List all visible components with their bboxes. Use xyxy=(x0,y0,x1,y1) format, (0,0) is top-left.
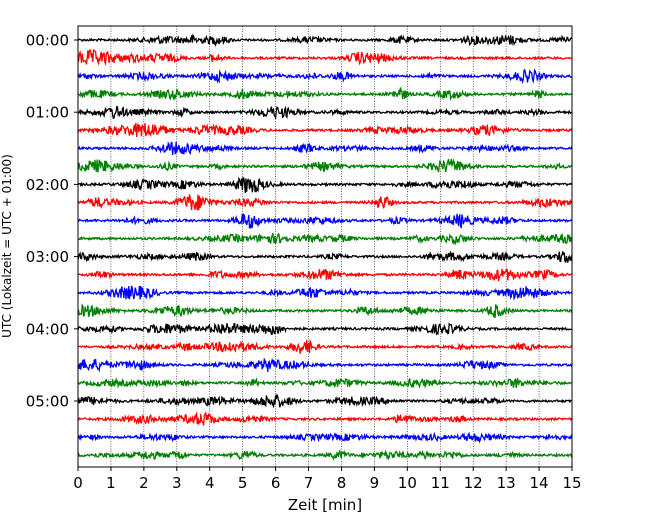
seismogram-trace xyxy=(77,212,573,229)
x-tick-label: 2 xyxy=(139,474,149,492)
seismogram-trace xyxy=(77,194,573,211)
y-tick-label: 02:00 xyxy=(26,176,69,194)
seismogram-trace xyxy=(77,268,573,282)
seismogram-trace xyxy=(77,68,573,85)
seismogram-trace xyxy=(77,322,573,336)
x-tick-label: 5 xyxy=(238,474,248,492)
plot-background xyxy=(78,26,572,467)
y-tick-label: 00:00 xyxy=(26,32,69,50)
seismogram-trace xyxy=(77,377,573,389)
x-tick-label: 1 xyxy=(106,474,116,492)
y-tick-label: 04:00 xyxy=(26,320,69,338)
x-tick-label: 7 xyxy=(304,474,314,492)
seismogram-trace xyxy=(77,48,573,67)
x-tick-label: 12 xyxy=(464,474,483,492)
seismogram-trace xyxy=(77,141,573,156)
x-tick-label: 13 xyxy=(497,474,516,492)
x-axis-label: Zeit [min] xyxy=(288,496,362,514)
seismogram-trace xyxy=(77,250,573,264)
seismogram-traces xyxy=(77,33,573,461)
seismogram-trace xyxy=(77,232,573,246)
x-tick-label: 15 xyxy=(562,474,581,492)
seismogram-trace xyxy=(77,176,573,193)
y-axis-label: UTC (Lokalzeit = UTC + 01:00) xyxy=(0,154,14,338)
seismogram-trace xyxy=(77,158,573,174)
x-tick-label: 0 xyxy=(73,474,83,492)
x-tick-label: 14 xyxy=(530,474,549,492)
vertical-gridlines xyxy=(110,26,540,467)
x-tick-label: 9 xyxy=(370,474,380,492)
y-axis-ticks: 00:00 01:00 02:00 03:00 04:00 05:00 xyxy=(26,32,78,411)
x-tick-label: 6 xyxy=(271,474,281,492)
x-axis-ticks: 0 1 2 3 4 5 6 7 8 9 10 11 12 13 14 15 xyxy=(73,467,582,492)
seismogram-trace xyxy=(77,431,573,444)
seismogram-trace xyxy=(77,411,573,426)
y-tick-label: 05:00 xyxy=(26,393,69,411)
x-tick-label: 11 xyxy=(431,474,450,492)
x-tick-label: 4 xyxy=(205,474,215,492)
seismogram-trace xyxy=(77,87,573,102)
y-tick-label: 03:00 xyxy=(26,248,69,266)
x-tick-label: 3 xyxy=(172,474,182,492)
plot-frame xyxy=(77,25,573,468)
seismogram-trace xyxy=(77,105,573,121)
y-tick-label: 01:00 xyxy=(26,104,69,122)
seismogram-trace xyxy=(77,449,573,461)
seismogram-trace xyxy=(77,285,573,301)
seismogram-trace xyxy=(77,33,573,48)
seismogram-trace xyxy=(77,393,573,409)
x-tick-label: 8 xyxy=(337,474,347,492)
x-tick-label: 10 xyxy=(398,474,417,492)
seismogram-trace xyxy=(77,338,573,354)
seismogram-trace xyxy=(77,357,573,373)
seismogram-trace xyxy=(77,303,573,319)
seismogram-trace xyxy=(77,122,573,138)
